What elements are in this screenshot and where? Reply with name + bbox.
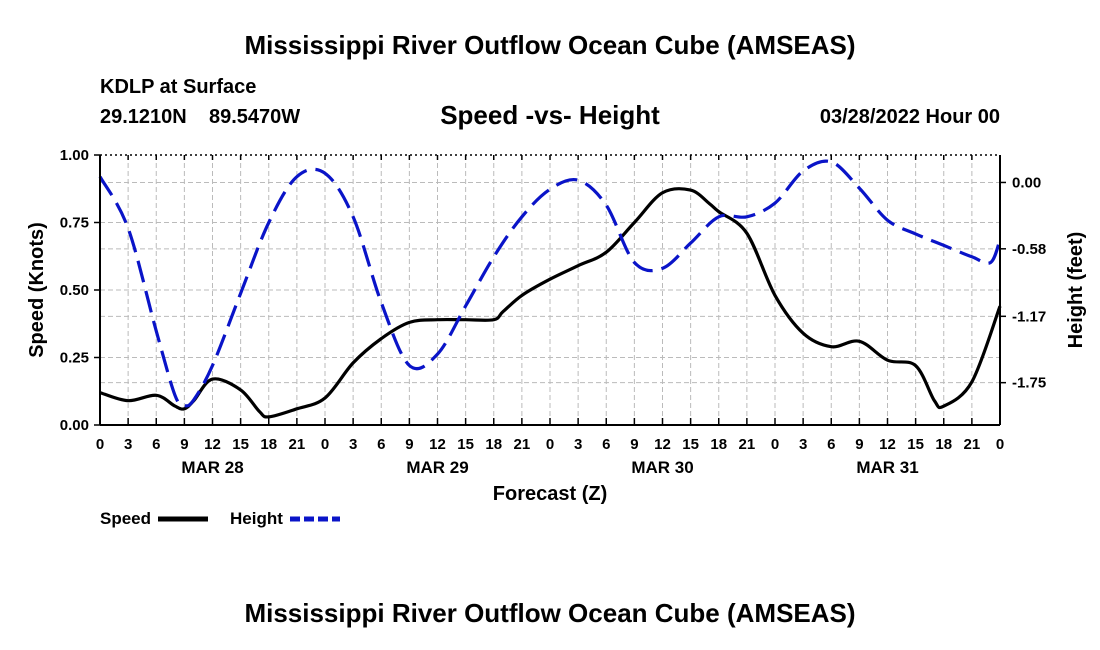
y-left-tick-label: 0.25 xyxy=(60,350,89,367)
x-tick-label: 12 xyxy=(654,436,671,453)
y-right-tick-label: -1.17 xyxy=(1012,308,1046,325)
x-tick-label: 3 xyxy=(574,436,582,453)
x-tick-label: 12 xyxy=(879,436,896,453)
x-tick-label: 3 xyxy=(349,436,357,453)
y-left-tick-label: 1.00 xyxy=(60,147,89,164)
x-tick-label: 9 xyxy=(630,436,638,453)
x-axis-label: Forecast (Z) xyxy=(493,483,607,505)
y-left-tick-label: 0.50 xyxy=(60,282,89,299)
y-axis-right-label: Height (feet) xyxy=(1065,232,1087,349)
chart-plot: 0 3 6 9 12 15 18 21 0 3 6 9 12 15 18 21 0 3 6 9 12 15 18 21 0 3 6 9… xyxy=(26,147,1087,505)
x-tick-label: 9 xyxy=(405,436,413,453)
chart-title: Mississippi River Outflow Ocean Cube (AM… xyxy=(244,30,856,60)
x-tick-label: 18 xyxy=(710,436,727,453)
y-left-tick-label: 0.75 xyxy=(60,215,89,232)
x-tick-label: 21 xyxy=(964,436,981,453)
x-tick-label: 3 xyxy=(799,436,807,453)
x-tick-label: 3 xyxy=(124,436,132,453)
x-day-label: MAR 28 xyxy=(181,458,243,477)
y-axis-left-label: Speed (Knots) xyxy=(26,222,48,358)
x-tick-label: 9 xyxy=(855,436,863,453)
x-tick-label: 18 xyxy=(485,436,502,453)
y-right-tick-label: -1.75 xyxy=(1012,375,1046,392)
x-tick-label: 6 xyxy=(152,436,160,453)
station-longitude: 89.5470W xyxy=(209,106,301,128)
y-axis-ticks: 0.00 0.25 0.50 0.75 1.00 0.00 -0.58 -1.17 -1.75 xyxy=(60,147,1046,434)
forecast-date: 03/28/2022 Hour 00 xyxy=(819,106,1000,128)
x-tick-label: 18 xyxy=(935,436,952,453)
x-tick-label: 15 xyxy=(907,436,924,453)
station-name: KDLP at Surface xyxy=(100,76,257,98)
x-day-label: MAR 31 xyxy=(856,458,918,477)
x-tick-label: 21 xyxy=(514,436,531,453)
x-day-label: MAR 30 xyxy=(631,458,693,477)
legend-height-swatch xyxy=(289,516,340,522)
x-tick-label: 18 xyxy=(260,436,277,453)
legend-speed-swatch xyxy=(157,516,208,522)
station-latitude: 29.1210N xyxy=(100,106,187,128)
footer-title: Mississippi River Outflow Ocean Cube (AM… xyxy=(244,598,856,628)
legend-item-speed: Speed xyxy=(100,508,210,529)
chart-subtitle: Speed -vs- Height xyxy=(440,100,660,130)
x-tick-label: 21 xyxy=(739,436,756,453)
x-tick-label: 0 xyxy=(546,436,554,453)
x-tick-label: 6 xyxy=(377,436,385,453)
x-tick-label: 15 xyxy=(232,436,249,453)
x-tick-label: 6 xyxy=(602,436,610,453)
x-tick-label: 0 xyxy=(321,436,329,453)
y-left-tick-label: 0.00 xyxy=(60,417,89,434)
series-line-speed xyxy=(99,187,1002,419)
x-tick-label: 12 xyxy=(204,436,221,453)
series-line-height xyxy=(98,159,1002,408)
x-axis-ticks: 0 3 6 9 12 15 18 21 0 3 6 9 12 15 18 21 0 3 6 9 12 15 18 21 0 3 6 9… xyxy=(96,155,1004,477)
grid-lines xyxy=(100,155,1000,425)
legend-height-label: Height xyxy=(230,508,283,528)
x-tick-label: 0 xyxy=(996,436,1004,453)
x-tick-label: 9 xyxy=(180,436,188,453)
legend-item-height: Height xyxy=(230,508,342,529)
x-tick-label: 21 xyxy=(289,436,306,453)
x-tick-label: 12 xyxy=(429,436,446,453)
x-tick-label: 15 xyxy=(457,436,474,453)
x-tick-label: 0 xyxy=(771,436,779,453)
x-tick-label: 15 xyxy=(682,436,699,453)
legend-speed-label: Speed xyxy=(100,508,152,528)
x-tick-label: 6 xyxy=(827,436,835,453)
y-right-tick-label: 0.00 xyxy=(1012,174,1041,191)
x-tick-label: 0 xyxy=(96,436,104,453)
y-right-tick-label: -0.58 xyxy=(1012,241,1046,258)
series-group xyxy=(98,159,1002,419)
x-day-label: MAR 29 xyxy=(406,458,468,477)
